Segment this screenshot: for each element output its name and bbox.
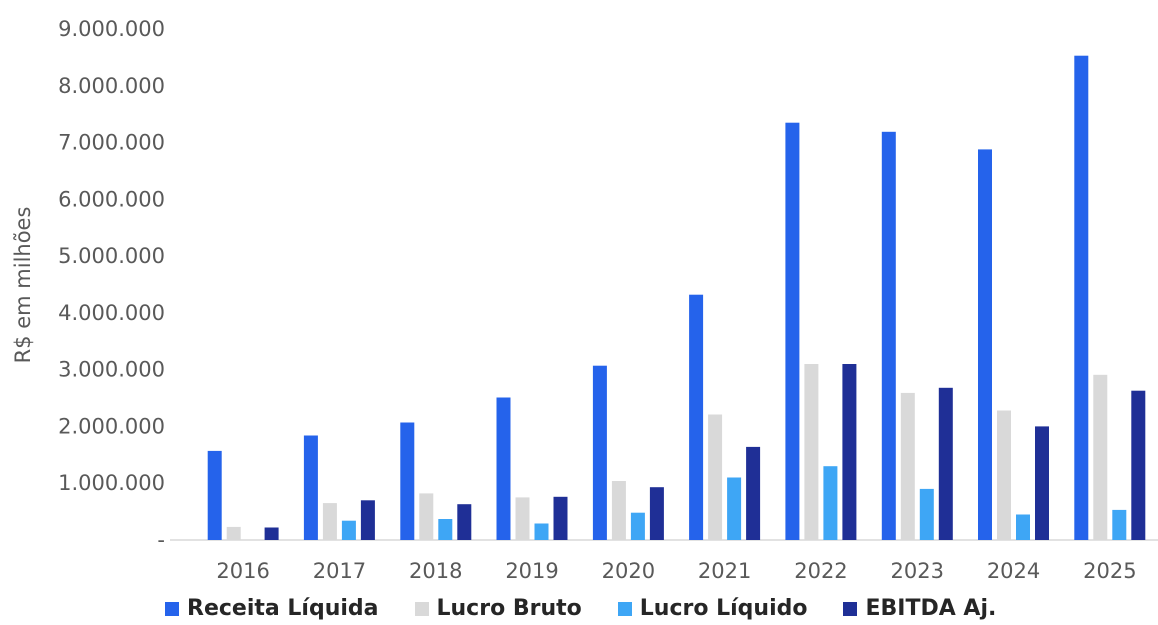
x-axis-ticks: 2016 2017 2018 2019 2020 2021 2022 2023 2024 2025 — [216, 559, 1136, 583]
bar-lucro-l-quido-2020 — [630, 512, 645, 540]
bar-chart: - 1.000.000 2.000.000 3.000.000 4.000.000 5.0… — [11, 17, 1158, 583]
bar-lucro-l-quido-2017 — [341, 520, 356, 540]
legend-label: Lucro Líquido — [639, 596, 808, 621]
bar-receita-l-quida-2020 — [592, 365, 607, 540]
y-tick-label: 2.000.000 — [58, 414, 165, 438]
y-tick-label: 5.000.000 — [58, 244, 165, 268]
y-tick-label: 9.000.000 — [58, 17, 165, 41]
bar-lucro-bruto-2023 — [900, 392, 915, 540]
legend-swatch — [414, 601, 429, 616]
bar-receita-l-quida-2024 — [978, 149, 992, 540]
y-tick-label: 4.000.000 — [58, 301, 165, 325]
y-axis-label: R$ em milhões — [11, 207, 35, 364]
x-tick-label: 2022 — [794, 559, 847, 583]
bar-ebitda-aj--2017 — [360, 500, 375, 540]
bar-lucro-bruto-2025 — [1093, 374, 1108, 540]
x-tick-label: 2018 — [409, 559, 462, 583]
bars — [207, 55, 1146, 541]
bar-lucro-l-quido-2025 — [1112, 509, 1127, 540]
bar-lucro-l-quido-2023 — [919, 488, 934, 540]
x-tick-label: 2024 — [987, 559, 1040, 583]
bar-receita-l-quida-2019 — [496, 397, 511, 540]
bar-receita-l-quida-2016 — [207, 450, 222, 540]
bar-lucro-l-quido-2021 — [727, 477, 742, 540]
y-axis-ticks: - 1.000.000 2.000.000 3.000.000 4.000.000 5.0… — [58, 17, 165, 552]
bar-lucro-bruto-2019 — [515, 497, 530, 540]
bar-receita-l-quida-2025 — [1074, 55, 1089, 540]
legend-item-lucro-bruto: Lucro Bruto — [414, 596, 582, 621]
y-tick-label: 6.000.000 — [58, 187, 165, 211]
legend: Receita Líquida Lucro Bruto Lucro Líquid… — [165, 596, 1032, 621]
x-tick-label: 2017 — [313, 559, 366, 583]
legend-label: EBITDA Aj. — [865, 596, 997, 621]
bar-lucro-bruto-2022 — [804, 364, 819, 540]
legend-item-receita: Receita Líquida — [165, 596, 379, 621]
bar-lucro-bruto-2024 — [997, 410, 1011, 540]
legend-item-ebitda: EBITDA Aj. — [843, 596, 996, 621]
y-tick-label: 8.000.000 — [58, 74, 165, 98]
bar-lucro-bruto-2021 — [708, 414, 723, 540]
legend-label: Lucro Bruto — [436, 596, 582, 621]
bar-ebitda-aj--2021 — [746, 446, 761, 540]
bar-ebitda-aj--2016 — [264, 527, 279, 540]
bar-receita-l-quida-2017 — [303, 435, 318, 540]
bar-lucro-l-quido-2019 — [534, 523, 549, 540]
legend-swatch — [165, 601, 179, 616]
bar-ebitda-aj--2020 — [649, 487, 664, 540]
y-tick-label: 7.000.000 — [58, 131, 165, 155]
legend-swatch — [843, 601, 858, 616]
bar-lucro-bruto-2020 — [611, 481, 626, 540]
bar-receita-l-quida-2021 — [689, 294, 704, 540]
y-tick-label: 1.000.000 — [58, 471, 165, 495]
bar-receita-l-quida-2022 — [785, 122, 800, 540]
bar-lucro-bruto-2016 — [226, 526, 241, 540]
x-tick-label: 2019 — [505, 559, 558, 583]
x-tick-label: 2020 — [602, 559, 655, 583]
bar-lucro-l-quido-2022 — [823, 466, 838, 540]
bar-ebitda-aj--2018 — [457, 504, 472, 540]
bar-receita-l-quida-2023 — [881, 131, 896, 541]
legend-item-lucro-liquido: Lucro Líquido — [617, 596, 808, 621]
x-tick-label: 2016 — [216, 559, 269, 583]
bar-lucro-bruto-2017 — [322, 503, 337, 540]
legend-label: Receita Líquida — [187, 596, 379, 621]
y-tick-label: 3.000.000 — [58, 358, 165, 382]
bar-lucro-l-quido-2018 — [438, 519, 453, 540]
y-tick-label: - — [157, 528, 165, 552]
bar-ebitda-aj--2022 — [842, 364, 857, 540]
bar-receita-l-quida-2018 — [400, 422, 415, 540]
bar-lucro-l-quido-2024 — [1016, 514, 1030, 540]
bar-lucro-bruto-2018 — [419, 493, 434, 540]
x-tick-label: 2023 — [891, 559, 944, 583]
x-tick-label: 2021 — [698, 559, 751, 583]
bar-ebitda-aj--2019 — [553, 496, 568, 540]
bar-ebitda-aj--2024 — [1035, 426, 1049, 540]
bar-ebitda-aj--2025 — [1131, 390, 1146, 540]
x-tick-label: 2025 — [1083, 559, 1136, 583]
bar-ebitda-aj--2023 — [938, 387, 953, 540]
legend-swatch — [617, 601, 632, 616]
